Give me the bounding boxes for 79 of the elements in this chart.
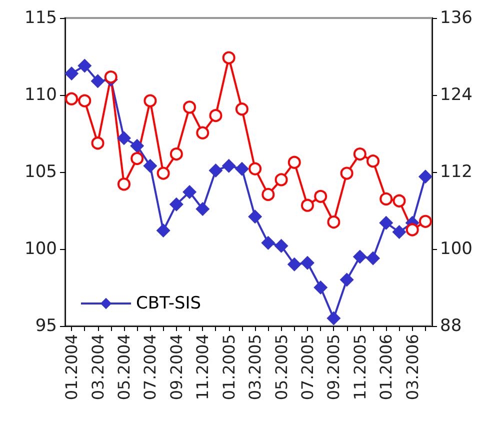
point — [182, 185, 197, 200]
point — [196, 202, 210, 216]
point — [130, 152, 144, 166]
point — [380, 192, 393, 206]
point — [78, 94, 92, 108]
x-tick-label: 11.2005 — [350, 334, 370, 400]
point — [209, 109, 222, 122]
point — [288, 156, 301, 169]
point — [156, 224, 170, 238]
point — [64, 66, 79, 80]
point — [340, 272, 354, 287]
point — [327, 216, 340, 229]
y2-tick-label: 112 — [440, 162, 472, 182]
point — [65, 92, 78, 106]
y2-tick-label: 100 — [440, 239, 472, 259]
point — [222, 51, 236, 64]
point — [169, 197, 184, 212]
x-tick-label: 07.2004 — [140, 334, 160, 400]
point — [274, 173, 288, 186]
point — [248, 210, 262, 224]
x-tick-label: 03.2005 — [246, 334, 265, 400]
point — [340, 166, 354, 180]
point — [156, 166, 170, 180]
point — [326, 311, 341, 326]
x-tick-label: 09.2005 — [324, 334, 344, 400]
y2-tick-label: 88 — [440, 316, 462, 336]
point — [353, 148, 366, 161]
point — [314, 190, 328, 203]
point — [183, 100, 196, 114]
point — [117, 178, 130, 191]
x-tick-label: 07.2005 — [298, 334, 317, 400]
point — [274, 238, 288, 253]
x-tick-label: 09.2004 — [166, 334, 186, 400]
point — [170, 148, 183, 161]
y-tick-label: 110 — [24, 85, 57, 105]
point — [314, 280, 328, 294]
point — [234, 162, 249, 176]
point — [248, 162, 262, 176]
y-tick-label: 95 — [35, 316, 57, 336]
point — [91, 136, 104, 150]
point — [104, 70, 118, 84]
point — [287, 257, 302, 272]
x-tick-label: 05.2004 — [114, 334, 134, 400]
point — [392, 194, 406, 208]
point — [196, 126, 210, 140]
x-tick-label: 11.2004 — [193, 334, 212, 400]
x-tick-label: 01.2005 — [219, 334, 238, 400]
y2-tick-label: 136 — [440, 8, 472, 28]
x-tick-label: 05.2005 — [272, 334, 291, 400]
x-tick-label: 01.2006 — [376, 334, 396, 400]
y-tick-label: 115 — [24, 8, 57, 28]
point — [379, 216, 394, 230]
point — [208, 163, 223, 178]
point — [406, 223, 419, 236]
point — [116, 131, 131, 146]
point — [300, 198, 314, 212]
x-tick-label: 03.2004 — [88, 334, 108, 400]
point — [144, 94, 157, 108]
point — [392, 225, 406, 240]
point — [222, 158, 236, 173]
y2-tick-label: 124 — [440, 85, 472, 105]
legend-label: CBT-SIS — [136, 294, 202, 314]
point — [366, 154, 380, 168]
point — [261, 236, 276, 250]
point — [366, 251, 380, 266]
point — [130, 138, 144, 153]
point — [90, 74, 105, 88]
point — [352, 250, 367, 264]
point — [235, 102, 248, 116]
point — [262, 188, 275, 201]
point — [418, 214, 432, 228]
point — [300, 256, 314, 270]
x-tick-label: 03.2006 — [402, 334, 422, 400]
point — [143, 158, 158, 173]
point — [418, 170, 432, 184]
point — [78, 58, 92, 73]
y-tick-label: 100 — [24, 239, 57, 259]
x-tick-label: 01.2004 — [62, 334, 82, 400]
y-tick-label: 105 — [24, 162, 57, 182]
